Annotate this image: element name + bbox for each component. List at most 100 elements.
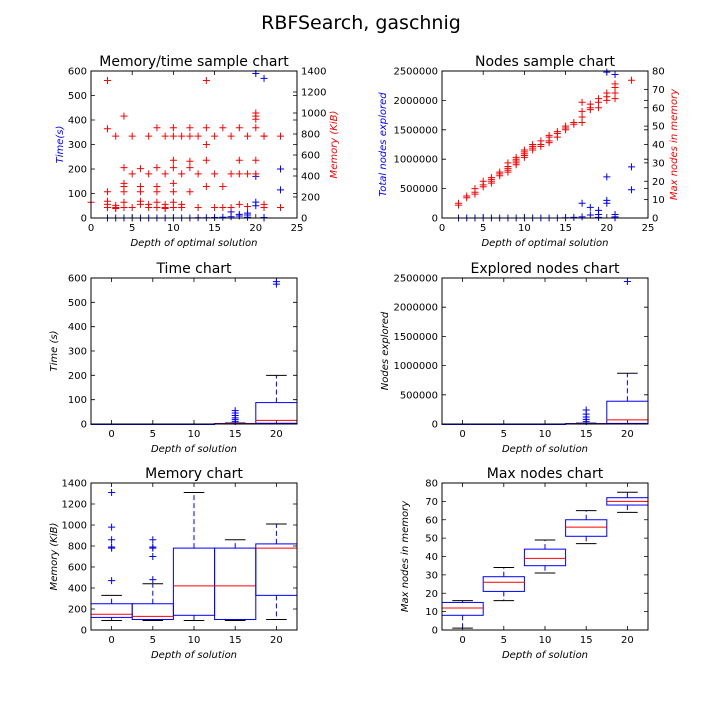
x-tick-label: 0 <box>108 635 114 646</box>
memtime-series0-point <box>244 209 252 217</box>
y2-tick-label: 70 <box>652 85 665 96</box>
y2-tick-label: 40 <box>652 140 665 151</box>
y-tick-label: 10 <box>425 607 438 618</box>
memtime-series1-point <box>227 170 235 178</box>
y-tick-label: 60 <box>425 515 438 526</box>
explored-y-axis-label: Nodes explored <box>380 311 391 390</box>
x-tick-label: 10 <box>539 429 552 440</box>
x-tick-label: 5 <box>129 223 135 234</box>
memory-box1-flier <box>149 576 157 584</box>
x-tick-label: 5 <box>150 429 156 440</box>
explored-box3-flier <box>582 406 590 414</box>
y-tick-label: 80 <box>425 479 438 490</box>
memory-box0-flier <box>108 577 116 585</box>
memtime-series1-point <box>120 188 128 196</box>
x-tick-label: 0 <box>459 635 465 646</box>
y-tick-label: 1500000 <box>393 125 438 136</box>
nodes-series0-point <box>628 186 636 194</box>
memtime-plot-frame <box>90 70 298 219</box>
y-tick-label: 40 <box>425 552 438 563</box>
y-tick-label: 500000 <box>400 184 438 195</box>
memtime-series1-point <box>219 204 227 211</box>
memtime-y-axis-label: Time(s) <box>55 126 66 164</box>
memtime-series1-point <box>153 164 161 172</box>
memtime-series1-point <box>252 115 260 123</box>
y-tick-label: 20 <box>425 589 438 600</box>
x-tick-label: 10 <box>167 223 180 234</box>
maxnodes-x-axis-label: Depth of solution <box>502 650 588 661</box>
nodes-series1-point <box>545 131 553 139</box>
memtime-series1-point <box>178 170 186 178</box>
memtime-series1-point <box>145 170 153 178</box>
y-tick-label: 0 <box>81 420 87 431</box>
y2-tick-label: 800 <box>301 130 320 141</box>
nodes-title: Nodes sample chart <box>475 54 616 70</box>
nodes-series1-point <box>578 98 586 106</box>
nodes-series1-point <box>454 199 462 207</box>
memtime-series1-point <box>120 204 128 211</box>
nodes-series1-point <box>553 128 561 136</box>
y-tick-label: 500000 <box>400 390 438 401</box>
memtime-series1-point <box>277 132 285 140</box>
x-tick-label: 20 <box>270 635 283 646</box>
memtime-series1-point <box>252 170 260 178</box>
y-tick-label: 0 <box>432 214 438 225</box>
memtime-series1-point <box>235 124 243 132</box>
memtime-series1-point <box>169 164 177 172</box>
maxnodes-title: Max nodes chart <box>487 466 604 482</box>
nodes-series1-point <box>570 118 578 126</box>
memtime-series1-point <box>227 132 235 140</box>
time-box4-flier <box>272 278 280 286</box>
figure-title: RBFSearch, gaschnig <box>261 12 461 34</box>
memtime-series1-point <box>153 204 161 211</box>
nodes-series1-point <box>463 192 471 200</box>
nodes-series1-point <box>504 159 512 167</box>
nodes-series1-point <box>603 89 611 97</box>
memtime-series0-point <box>277 165 285 173</box>
x-tick-label: 20 <box>621 429 634 440</box>
memtime-series0-point <box>235 210 243 218</box>
memtime-series1-point <box>178 204 186 211</box>
memtime-series1-point <box>211 204 219 211</box>
memtime-series1-point <box>277 204 285 211</box>
nodes-series1-point <box>595 95 603 103</box>
memtime-series1-point <box>169 179 177 187</box>
y-tick-label: 400 <box>68 584 87 595</box>
y-tick-label: 300 <box>68 140 87 151</box>
memtime-series1-point <box>153 124 161 132</box>
x-tick-label: 15 <box>559 223 572 234</box>
nodes-series1-point <box>512 153 520 161</box>
nodes-series1-point <box>586 100 594 108</box>
memtime-series1-point <box>186 157 194 165</box>
y-tick-label: 400 <box>68 322 87 333</box>
memory-y-axis-label: Memory (KiB) <box>49 523 60 591</box>
memtime-series1-point <box>211 132 219 140</box>
nodes-series0-point <box>628 163 636 171</box>
memtime-series1-point <box>244 132 252 140</box>
memtime-series1-point <box>186 164 194 172</box>
panel-time <box>90 277 298 426</box>
x-tick-label: 25 <box>642 223 655 234</box>
maxnodes-box3-body <box>565 519 608 537</box>
y-tick-label: 800 <box>68 542 87 553</box>
memtime-series1-point <box>260 132 268 140</box>
x-tick-label: 10 <box>188 429 201 440</box>
memtime-series1-point <box>145 132 153 140</box>
nodes-series1-point <box>471 185 479 193</box>
y2-tick-label: 0 <box>301 214 307 225</box>
x-tick-label: 20 <box>249 223 262 234</box>
memtime-series1-point <box>169 156 177 164</box>
memory-box1-body <box>131 603 174 620</box>
memtime-series1-point <box>252 124 260 132</box>
y-tick-label: 1400 <box>62 479 87 490</box>
panel-maxnodes <box>441 482 649 631</box>
memtime-series1-point <box>103 204 111 211</box>
memtime-series1-point <box>194 204 202 211</box>
y2-tick-label: 30 <box>652 158 665 169</box>
panel-explored <box>441 277 649 426</box>
memory-box0-flier <box>108 543 116 551</box>
nodes-series0-point <box>570 213 578 221</box>
y-tick-label: 600 <box>68 274 87 285</box>
memtime-series1-point <box>103 76 111 84</box>
y2-tick-label: 0 <box>652 214 658 225</box>
